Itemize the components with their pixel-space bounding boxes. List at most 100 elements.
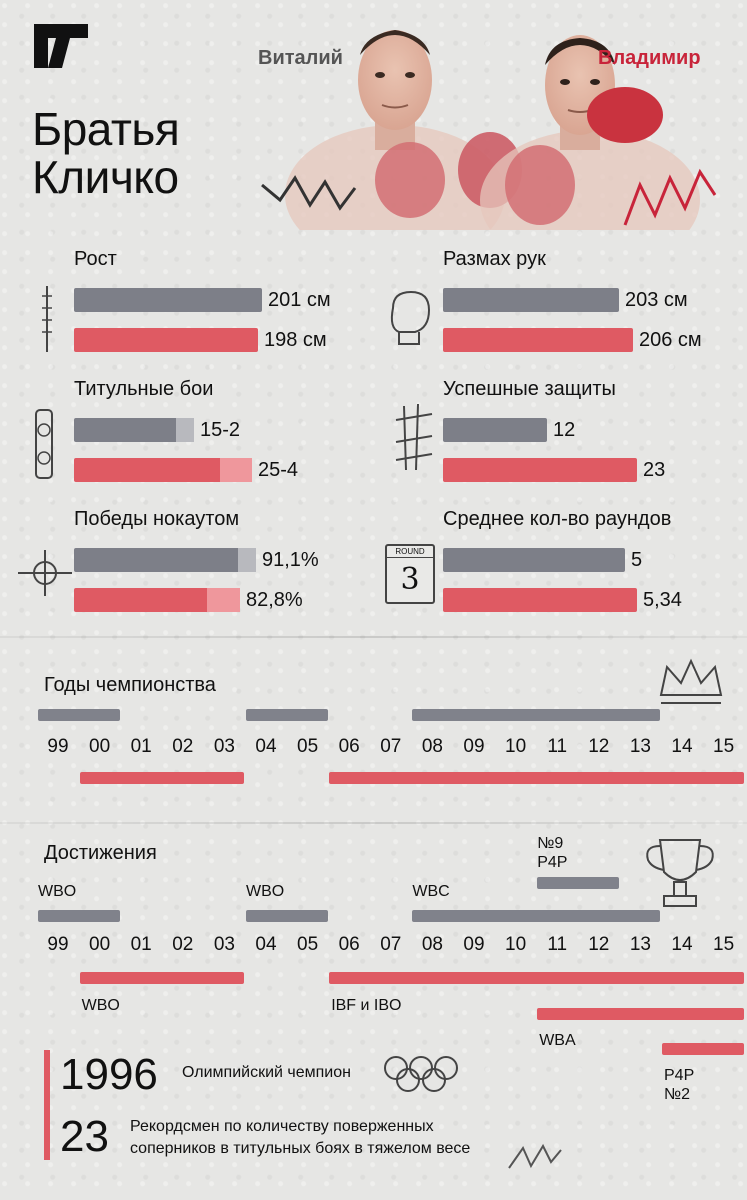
record-text: Рекордсмен по количеству поверженных соп… bbox=[130, 1118, 471, 1157]
vitaly-ach-bar-2 bbox=[412, 910, 661, 922]
stat-value-ko_wins-wladimir: 82,8% bbox=[246, 589, 303, 611]
achievements-year-06: 06 bbox=[338, 934, 360, 955]
stat-value-title_fights-vitaly: 15-2 bbox=[200, 419, 241, 441]
vitaly-ach-bar-0 bbox=[38, 910, 120, 922]
stat-bar-avg_rounds-wladimir bbox=[443, 588, 637, 612]
stat-value-ko_wins-vitaly: 91,1% bbox=[262, 549, 319, 571]
wall-crack bbox=[0, 636, 747, 638]
stat-value-reach-wladimir: 206 см bbox=[639, 329, 702, 351]
stat-bar-title_fights-vitaly bbox=[74, 418, 194, 442]
stat-bar-reach-wladimir bbox=[443, 328, 633, 352]
ruler-icon bbox=[42, 286, 52, 352]
stat-label-reach: Размах рук bbox=[443, 248, 546, 270]
stat-value-reach-vitaly: 203 см bbox=[625, 289, 688, 311]
achievements-year-05: 05 bbox=[297, 934, 319, 955]
wladimir-ach-bar-2 bbox=[537, 1008, 744, 1020]
championship-year-02: 02 bbox=[172, 736, 194, 757]
achievements-title: Достижения bbox=[44, 842, 157, 864]
tally-marks-icon bbox=[395, 403, 433, 471]
olympic-year: 1996 bbox=[60, 1050, 158, 1099]
vitaly-champ-bar-2 bbox=[412, 709, 661, 721]
wladimir-champ-bar-0 bbox=[79, 772, 245, 784]
championship-year-99: 99 bbox=[47, 736, 69, 757]
achievements-year-01: 01 bbox=[130, 934, 152, 955]
page-title: Братья Кличко bbox=[32, 103, 180, 203]
championship-year-00: 00 bbox=[89, 736, 111, 757]
stat-bar-avg_rounds-vitaly bbox=[443, 548, 625, 572]
vitaly-ach-label-1: WBO bbox=[246, 883, 285, 900]
championship-year-01: 01 bbox=[130, 736, 152, 757]
wladimir-champ-bar-1 bbox=[329, 772, 744, 784]
championship-year-12: 12 bbox=[588, 736, 610, 757]
stat-bar-ko_wins-wladimir bbox=[74, 588, 240, 612]
trophy-icon bbox=[646, 839, 714, 907]
championship-year-07: 07 bbox=[380, 736, 402, 757]
stat-value-avg_rounds-vitaly: 5 bbox=[631, 549, 643, 571]
championship-year-04: 04 bbox=[255, 736, 277, 757]
championship-year-08: 08 bbox=[421, 736, 443, 757]
championship-year-13: 13 bbox=[629, 736, 651, 757]
championship-year-14: 14 bbox=[671, 736, 693, 757]
stat-value-title_fights-wladimir: 25-4 bbox=[258, 459, 299, 481]
championship-year-09: 09 bbox=[463, 736, 485, 757]
vitaly-ach-label-0: WBO bbox=[38, 883, 77, 900]
stat-value-height-wladimir: 198 см bbox=[264, 329, 327, 351]
wladimir-ach-bar-0 bbox=[79, 972, 245, 984]
vitaly-ach-bar-1 bbox=[246, 910, 328, 922]
championship-year-06: 06 bbox=[338, 736, 360, 757]
championship-year-05: 05 bbox=[297, 736, 319, 757]
achievements-year-07: 07 bbox=[380, 934, 402, 955]
achievements-year-13: 13 bbox=[629, 934, 651, 955]
achievements-year-15: 15 bbox=[713, 934, 735, 955]
stat-value-defenses-vitaly: 12 bbox=[553, 419, 576, 441]
stat-value-avg_rounds-wladimir: 5,34 bbox=[643, 589, 682, 611]
wladimir-ach-label-1: IBF и IBO bbox=[331, 997, 402, 1014]
stat-value-height-vitaly: 201 см bbox=[268, 289, 331, 311]
stat-bar-height-wladimir bbox=[74, 328, 258, 352]
wladimir-name: Владимир bbox=[598, 47, 701, 69]
stat-label-defenses: Успешные защиты bbox=[443, 378, 616, 400]
championship-title: Годы чемпионства bbox=[44, 674, 216, 696]
round-card-icon: ROUND 3 bbox=[385, 544, 435, 604]
olympic-rings-icon bbox=[384, 1056, 458, 1092]
achievements-year-04: 04 bbox=[255, 934, 277, 955]
stat-value-defenses-wladimir: 23 bbox=[643, 459, 666, 481]
vitaly-champ-bar-1 bbox=[246, 709, 328, 721]
championship-year-03: 03 bbox=[213, 736, 235, 757]
achievements-year-02: 02 bbox=[172, 934, 194, 955]
championship-year-11: 11 bbox=[547, 736, 568, 757]
vitaly-ach-bar-3 bbox=[537, 877, 619, 889]
footer-accent-line bbox=[44, 1050, 50, 1160]
logo-icon bbox=[34, 24, 88, 68]
stat-label-ko_wins: Победы нокаутом bbox=[74, 508, 240, 530]
vitaly-champ-bar-0 bbox=[38, 709, 120, 721]
stat-bar-defenses-wladimir bbox=[443, 458, 637, 482]
crosshair-icon bbox=[18, 550, 72, 596]
achievements-year-00: 00 bbox=[89, 934, 111, 955]
record-number: 23 bbox=[60, 1112, 109, 1161]
stat-bar-reach-vitaly bbox=[443, 288, 619, 312]
belt-icon bbox=[35, 409, 53, 479]
wladimir-ach-label-2: WBA bbox=[539, 1032, 576, 1049]
crown-icon bbox=[659, 658, 723, 704]
wladimir-ach-bar-1 bbox=[329, 972, 744, 984]
stat-label-title_fights: Титульные бои bbox=[74, 378, 214, 400]
wladimir-ach-bar-3 bbox=[662, 1043, 744, 1055]
stat-bar-defenses-vitaly bbox=[443, 418, 547, 442]
wladimir-ach-label-3: P4P №2 bbox=[664, 1067, 695, 1103]
championship-year-15: 15 bbox=[713, 736, 735, 757]
championship-year-10: 10 bbox=[505, 736, 527, 757]
achievements-year-99: 99 bbox=[47, 934, 69, 955]
vitaly-ach-label-2: WBC bbox=[412, 883, 450, 900]
vitaly-ach-label-3: №9 P4P bbox=[537, 835, 568, 871]
achievements-year-10: 10 bbox=[505, 934, 527, 955]
round-card-number: 3 bbox=[400, 562, 420, 597]
olympic-text: Олимпийский чемпион bbox=[182, 1064, 351, 1081]
achievements-year-08: 08 bbox=[421, 934, 443, 955]
wall-crack bbox=[0, 822, 747, 824]
achievements-year-12: 12 bbox=[588, 934, 610, 955]
wladimir-ach-label-0: WBO bbox=[81, 997, 120, 1014]
boxers-photo bbox=[261, 30, 717, 230]
achievements-year-11: 11 bbox=[547, 934, 568, 955]
vitaly-name: Виталий bbox=[258, 47, 343, 69]
